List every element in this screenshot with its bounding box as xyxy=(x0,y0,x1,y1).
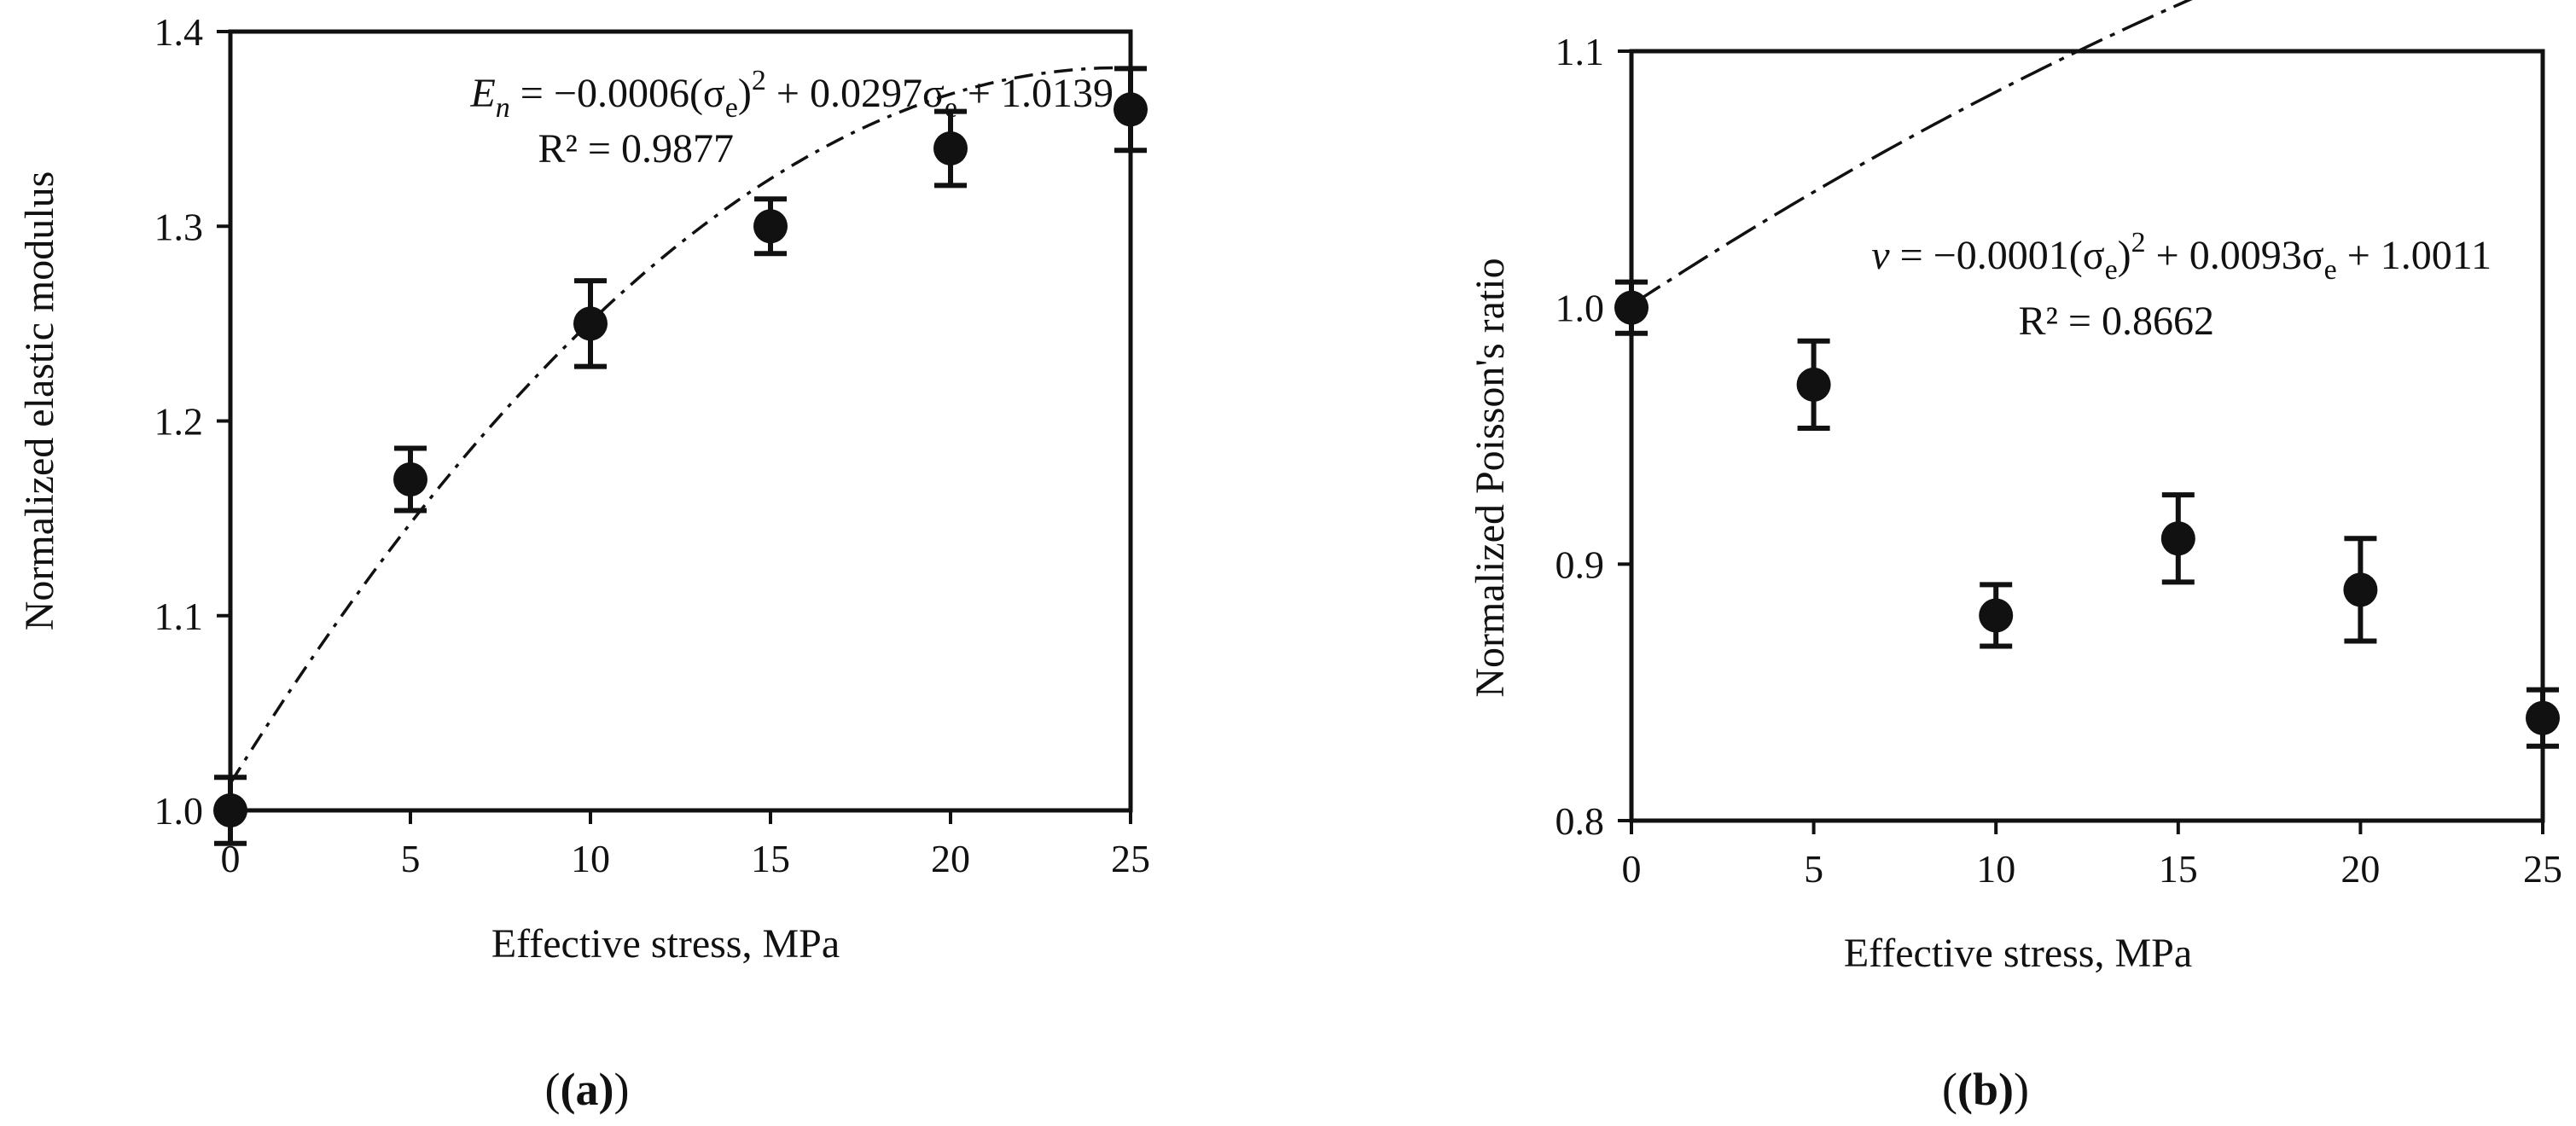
chart-a-y-tick-label: 1.4 xyxy=(154,10,204,54)
chart-a-data-point xyxy=(753,209,788,244)
chart-b-data-point xyxy=(1979,598,2014,633)
chart-a-data-point xyxy=(573,306,608,341)
chart-b-y-axis-label: Normalized Poisson's ratio xyxy=(1468,258,1513,697)
chart-b-y-tick-label: 1.0 xyxy=(1555,287,1605,330)
chart-a-x-axis-label: Effective stress, MPa xyxy=(491,921,840,966)
chart-a-y-tick-label: 1.2 xyxy=(154,400,204,444)
chart-a-equation: En = −0.0006(σe)2 + 0.0297σe + 1.0139 xyxy=(469,65,1114,124)
chart-b-equation: v = −0.0001(σe)2 + 0.0093σe + 1.0011 xyxy=(1871,227,2492,286)
chart-b-r-squared: R² = 0.8662 xyxy=(2019,299,2214,344)
chart-b-y-tick-label: 0.8 xyxy=(1555,799,1605,843)
chart-b-fit-curve xyxy=(1631,0,2193,306)
chart-a-y-axis-label: Normalized elastic modulus xyxy=(17,171,62,631)
chart-a-y-tick-label: 1.0 xyxy=(154,789,204,833)
chart-a-x-tick-label: 0 xyxy=(221,837,241,880)
chart-b-x-tick-label: 5 xyxy=(1804,847,1823,891)
chart-a-data-point xyxy=(933,131,968,165)
chart-a-fit-curve xyxy=(229,66,1131,785)
chart-b-data-point xyxy=(2343,572,2378,607)
chart-b-data-point xyxy=(2526,700,2560,735)
chart-a: En = −0.0006(σe)2 + 0.0297σe + 1.0139 R²… xyxy=(17,10,1150,1115)
chart-a-panel-label: ((a)) xyxy=(545,1064,630,1115)
chart-a-data-point xyxy=(213,793,247,827)
chart-b-x-tick-label: 0 xyxy=(1622,847,1642,891)
chart-a-y-tick-label: 1.1 xyxy=(154,595,204,638)
chart-b-data-point xyxy=(1614,290,1649,325)
chart-a-x-tick-label: 25 xyxy=(1111,837,1150,880)
chart-a-x-tick-label: 15 xyxy=(751,837,790,880)
chart-a-data-point xyxy=(393,461,427,496)
chart-b-x-tick-label: 10 xyxy=(1976,847,2015,891)
chart-b-x-tick-label: 15 xyxy=(2159,847,2198,891)
chart-b: v = −0.0001(σe)2 + 0.0093σe + 1.0011 R² … xyxy=(1468,0,2562,1115)
chart-b-x-axis-label: Effective stress, MPa xyxy=(1844,931,2192,976)
chart-a-x-tick-label: 5 xyxy=(401,837,421,880)
chart-b-data-point xyxy=(2160,521,2195,556)
chart-b-x-tick-label: 20 xyxy=(2340,847,2380,891)
chart-a-y-tick-label: 1.3 xyxy=(154,205,204,248)
chart-b-y-tick-label: 0.9 xyxy=(1555,543,1605,586)
chart-b-plot-frame xyxy=(1629,49,2545,823)
chart-a-data-point xyxy=(1114,92,1148,127)
chart-b-y-tick-label: 1.1 xyxy=(1555,30,1605,73)
chart-a-x-tick-label: 10 xyxy=(571,837,610,880)
chart-a-r-squared: R² = 0.9877 xyxy=(538,126,734,171)
chart-b-x-tick-label: 25 xyxy=(2523,847,2562,891)
chart-b-data-point xyxy=(1796,367,1831,402)
chart-b-panel-label: ((b)) xyxy=(1942,1064,2029,1115)
chart-a-x-tick-label: 20 xyxy=(931,837,970,880)
